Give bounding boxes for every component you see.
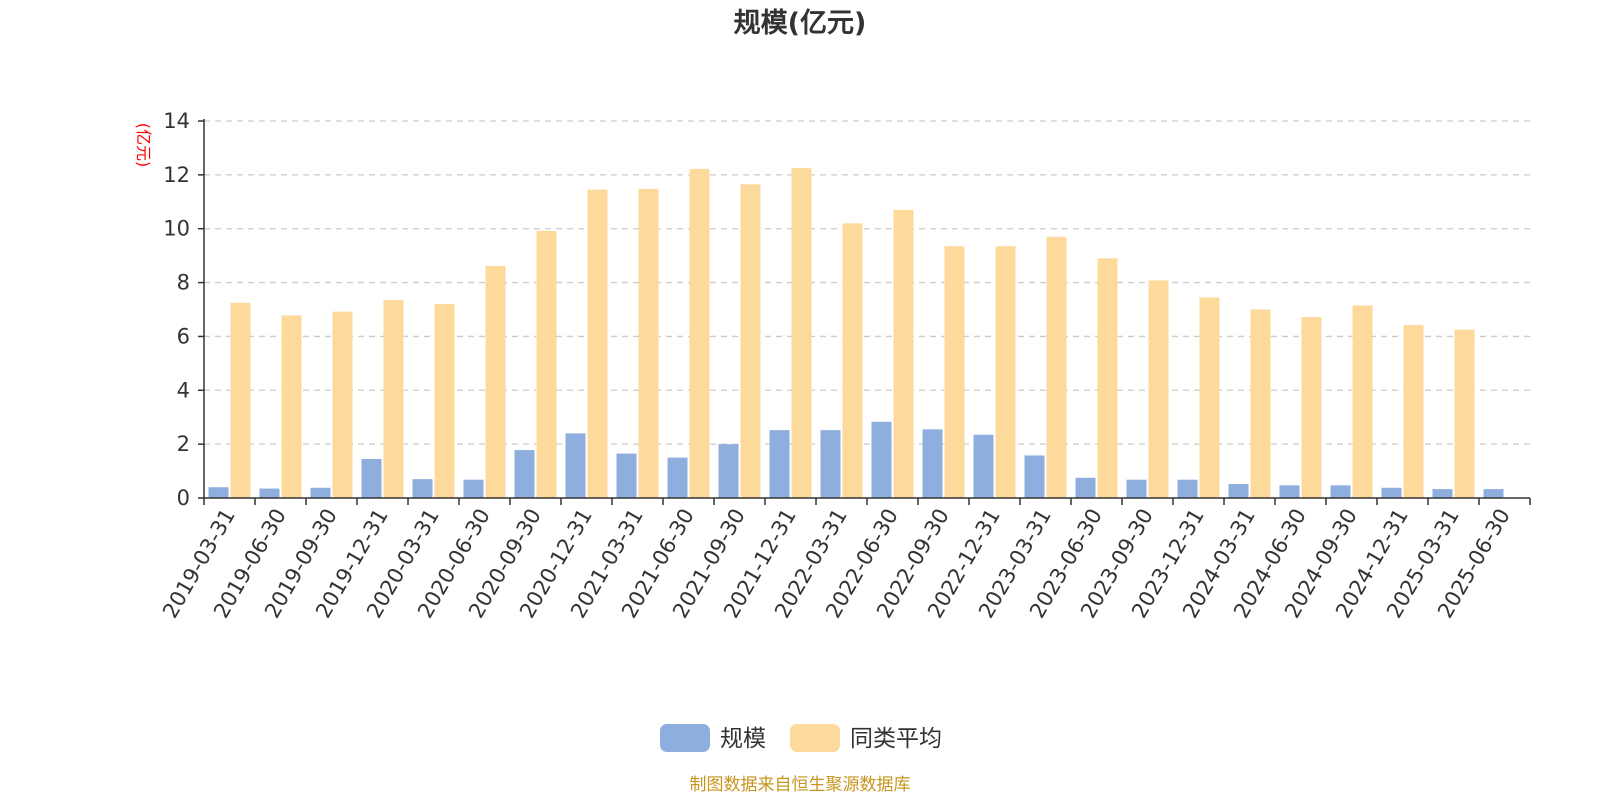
bar-scale-2020-09-30 bbox=[514, 450, 535, 498]
y-tick-label: 0 bbox=[177, 486, 190, 510]
bar-peer-average-2021-03-31 bbox=[638, 188, 659, 499]
bar-scale-2023-09-30 bbox=[1126, 479, 1147, 498]
bar-peer-average-2024-09-30 bbox=[1352, 305, 1373, 498]
bar-scale-2021-06-30 bbox=[667, 457, 688, 498]
bar-scale-2024-06-30 bbox=[1279, 485, 1300, 498]
gridlines bbox=[204, 120, 1530, 445]
bar-scale-2020-06-30 bbox=[463, 479, 484, 498]
bar-scale-2019-12-31 bbox=[361, 458, 382, 498]
bar-scale-2019-09-30 bbox=[310, 487, 331, 498]
bar-scale-2022-09-30 bbox=[922, 429, 943, 498]
y-tick-label: 14 bbox=[163, 109, 190, 133]
bar-scale-2022-12-31 bbox=[973, 434, 994, 498]
bar-scale-2022-03-31 bbox=[820, 430, 841, 498]
bar-scale-2023-06-30 bbox=[1075, 477, 1096, 498]
bar-peer-average-2019-06-30 bbox=[281, 315, 302, 498]
bar-scale-2022-06-30 bbox=[871, 421, 892, 498]
y-tick-label: 10 bbox=[163, 217, 190, 241]
bar-peer-average-2023-06-30 bbox=[1097, 258, 1118, 498]
bar-peer-average-2021-12-31 bbox=[791, 168, 812, 498]
bar-peer-average-2020-03-31 bbox=[434, 304, 455, 498]
y-tick-label: 8 bbox=[177, 271, 190, 295]
chart-title: 规模(亿元) bbox=[734, 8, 867, 39]
bar-peer-average-2024-06-30 bbox=[1301, 317, 1322, 498]
bar-scale-2019-03-31 bbox=[208, 487, 229, 498]
bar-scale-2024-03-31 bbox=[1228, 483, 1249, 498]
bar-scale-2025-03-31 bbox=[1432, 489, 1453, 498]
bar-scale-2025-06-30 bbox=[1483, 489, 1504, 498]
bar-peer-average-2024-12-31 bbox=[1403, 325, 1424, 498]
legend-swatch-scale[interactable] bbox=[660, 724, 710, 752]
bar-peer-average-2019-03-31 bbox=[230, 302, 251, 498]
bar-scale-2021-12-31 bbox=[769, 430, 790, 498]
y-tick-label: 2 bbox=[177, 432, 190, 456]
y-tick-label: 4 bbox=[177, 378, 190, 402]
bar-peer-average-2021-06-30 bbox=[689, 168, 710, 498]
bar-peer-average-2024-03-31 bbox=[1250, 309, 1271, 498]
bar-peer-average-2022-12-31 bbox=[995, 246, 1016, 498]
legend-swatch-peer-average[interactable] bbox=[790, 724, 840, 752]
bar-peer-average-2023-12-31 bbox=[1199, 297, 1220, 498]
bar-scale-2024-12-31 bbox=[1381, 487, 1402, 498]
source-footnote: 制图数据来自恒生聚源数据库 bbox=[690, 775, 911, 795]
bar-peer-average-2019-12-31 bbox=[383, 300, 404, 498]
bar-scale-2023-03-31 bbox=[1024, 455, 1045, 498]
bar-scale-2021-03-31 bbox=[616, 453, 637, 498]
bar-peer-average-2022-09-30 bbox=[944, 246, 965, 498]
bar-peer-average-2020-12-31 bbox=[587, 189, 608, 499]
legend[interactable]: 规模 同类平均 bbox=[660, 724, 942, 752]
bar-scale-2024-09-30 bbox=[1330, 485, 1351, 498]
bar-peer-average-2025-03-31 bbox=[1454, 329, 1475, 498]
bar-scale-2023-12-31 bbox=[1177, 479, 1198, 498]
bar-peer-average-2022-03-31 bbox=[842, 223, 863, 499]
legend-label-scale[interactable]: 规模 bbox=[720, 726, 766, 752]
legend-label-peer-average[interactable]: 同类平均 bbox=[850, 726, 942, 752]
bar-peer-average-2020-09-30 bbox=[536, 230, 557, 498]
bar-scale-2021-09-30 bbox=[718, 444, 739, 498]
bar-scale-2020-03-31 bbox=[412, 479, 433, 498]
bar-peer-average-2021-09-30 bbox=[740, 184, 761, 498]
bar-scale-2019-06-30 bbox=[259, 488, 280, 498]
bar-scale-2020-12-31 bbox=[565, 433, 586, 498]
bars bbox=[208, 168, 1504, 499]
bar-peer-average-2023-09-30 bbox=[1148, 280, 1169, 498]
bar-peer-average-2022-06-30 bbox=[893, 209, 914, 498]
y-axis-unit-label: (亿元) bbox=[134, 123, 153, 168]
bar-peer-average-2019-09-30 bbox=[332, 311, 353, 498]
y-tick-label: 6 bbox=[177, 324, 190, 348]
bar-peer-average-2023-03-31 bbox=[1046, 236, 1067, 499]
y-tick-label: 12 bbox=[163, 163, 190, 187]
bar-peer-average-2020-06-30 bbox=[485, 265, 506, 498]
